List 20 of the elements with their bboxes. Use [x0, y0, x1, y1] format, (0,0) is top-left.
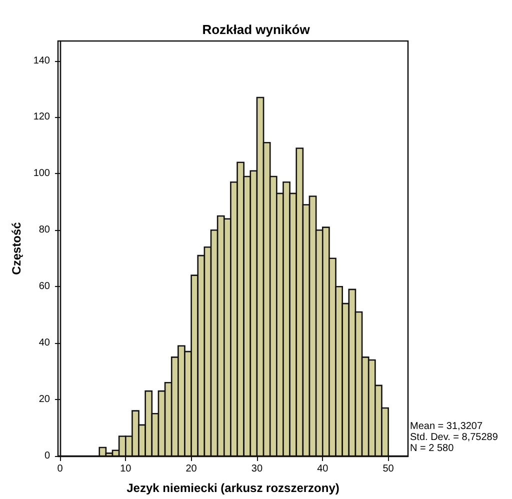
x-tick-label: 50 — [382, 464, 394, 474]
x-tick-label: 20 — [186, 464, 198, 474]
text: Mean = 31,3207 — [410, 421, 483, 432]
y-tick-label: 40 — [38, 338, 50, 349]
y-tick-label: 60 — [38, 281, 50, 292]
text: Std. Dev. = 8,75289 — [410, 432, 498, 443]
y-tick-label: 100 — [33, 168, 50, 180]
y-tick-label: 140 — [33, 55, 50, 66]
x-axis-title: Jezyk niemiecki (arkusz rozszerzony) — [126, 481, 340, 495]
x-tick-label: 0 — [57, 464, 64, 474]
y-tick-label: 120 — [33, 112, 50, 123]
y-tick-label: 20 — [38, 394, 50, 406]
chart-title: Rozkład wyników — [202, 22, 311, 37]
x-tick-label: 10 — [120, 464, 132, 474]
y-axis-title: Częstość — [9, 222, 24, 275]
text: N = 2 580 — [410, 443, 454, 454]
y-tick-label: 80 — [38, 224, 50, 236]
x-tick-label: 40 — [317, 464, 329, 474]
x-tick-label: 30 — [251, 464, 263, 474]
y-tick-label: 0 — [44, 450, 50, 462]
